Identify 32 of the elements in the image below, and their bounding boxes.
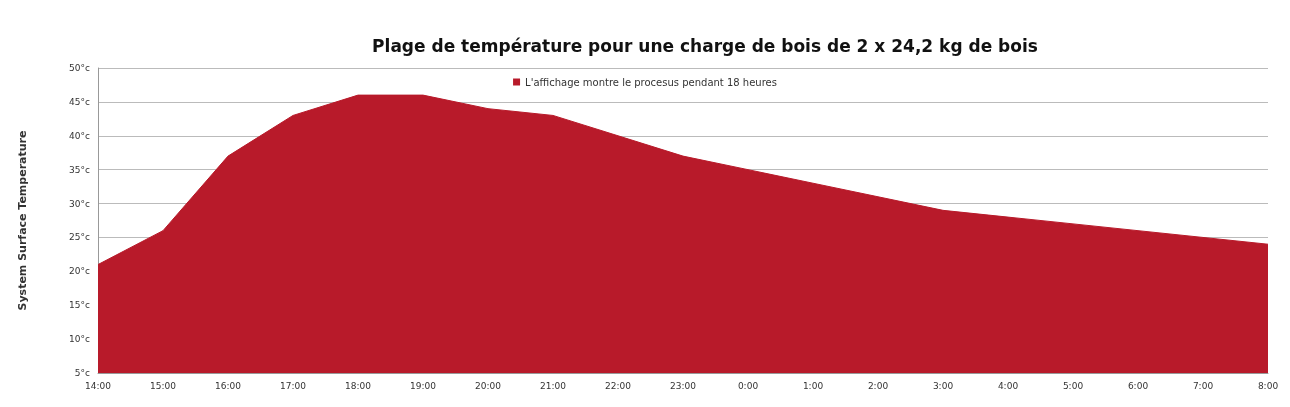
x-tick-label: 2:00 [867,380,889,391]
x-tick-label: 20:00 [475,380,502,391]
chart-title: Plage de température pour une charge de bois de 2 x 24,2 kg de bois [372,35,1038,56]
x-tick-label: 17:00 [280,380,307,391]
y-tick-label: 25°c [69,232,91,243]
y-tick-label: 50°c [69,63,91,73]
y-axis-title: System Surface Temperature [16,130,29,311]
y-tick-label: 30°c [69,198,91,209]
y-tick-label: 5°c [74,368,91,378]
y-tick-label: 35°c [69,164,91,175]
x-tick-label: 21:00 [540,380,567,391]
x-tick-label: 15:00 [150,380,177,391]
y-tick-label: 40°c [69,130,91,141]
x-tick-label: 7:00 [1192,380,1214,391]
x-tick-label: 6:00 [1127,380,1149,391]
y-tick-label: 20°c [69,266,91,277]
x-tick-label: 5:00 [1062,380,1084,391]
y-tick-label: 15°c [69,300,91,311]
y-tick-label: 10°c [69,334,91,345]
x-tick-label: 16:00 [215,380,242,391]
x-tick-label: 14:00 [85,380,112,391]
x-tick-label: 4:00 [997,380,1019,391]
x-tick-label: 3:00 [932,380,954,391]
x-tick-label: 23:00 [670,380,697,391]
legend-label: L'affichage montre le procesus pendant 18 heures [525,76,777,88]
x-tick-label: 1:00 [802,380,824,391]
x-tick-label: 19:00 [410,380,437,391]
x-tick-label: 22:00 [605,380,632,391]
x-tick-label: 8:00 [1257,380,1279,391]
x-tick-label: 18:00 [345,380,372,391]
y-tick-label: 45°c [69,96,91,107]
x-tick-label: 0:00 [737,380,759,391]
